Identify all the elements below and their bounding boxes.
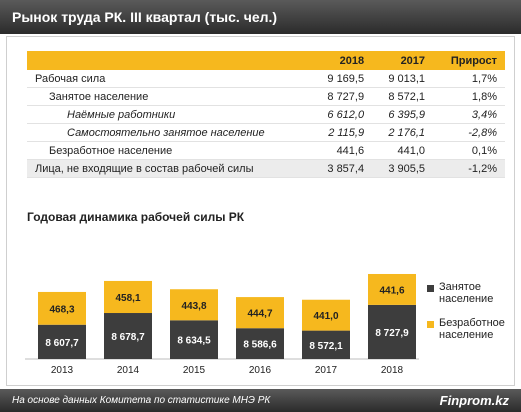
value-2018: 441,6 [311, 141, 373, 160]
legend-item-employed: Занятое население [427, 281, 513, 305]
data-label-unemployed-2015: 443,8 [181, 301, 206, 312]
legend-item-unemployed: Безработное население [427, 317, 513, 341]
growth-value: -1,2% [433, 159, 505, 178]
row-label: Занятое население [27, 87, 312, 106]
value-2017: 9 013,1 [372, 70, 434, 88]
growth-value: 3,4% [433, 105, 505, 124]
data-label-employed-2013: 8 607,7 [45, 338, 79, 349]
source-note: На основе данных Комитета по статистике … [12, 395, 271, 406]
table-row: Занятое население 8 727,9 8 572,1 1,8% [27, 87, 505, 106]
bar-employed-2017 [302, 330, 350, 359]
x-tick-label-2018: 2018 [381, 365, 404, 376]
column-header-2018: 2018 [311, 51, 373, 70]
data-label-employed-2018: 8 727,9 [375, 328, 409, 339]
page-footer: На основе данных Комитета по статистике … [0, 389, 521, 412]
column-header-2017: 2017 [372, 51, 434, 70]
growth-value: 1,8% [433, 87, 505, 106]
row-label: Лица, не входящие в состав рабочей силы [27, 159, 312, 178]
value-2017: 6 395,9 [372, 105, 434, 124]
labor-market-table: 2018 2017 Прирост Рабочая сила 9 169,5 9… [27, 51, 505, 178]
table-row: Рабочая сила 9 169,5 9 013,1 1,7% [27, 70, 505, 88]
bar-unemployed-2017 [302, 299, 350, 331]
chart-legend: Занятое население Безработное население [427, 281, 513, 353]
brand-logo: Finprom.kz [439, 393, 509, 408]
data-label-unemployed-2018: 441,6 [379, 285, 404, 296]
table-row: Лица, не входящие в состав рабочей силы … [27, 159, 505, 178]
data-label-unemployed-2014: 458,1 [115, 293, 140, 304]
value-2017: 8 572,1 [372, 87, 434, 106]
row-label: Самостоятельно занятое население [27, 123, 312, 142]
value-2018: 2 115,9 [311, 123, 373, 142]
row-label: Рабочая сила [27, 70, 312, 88]
table-row: Безработное население 441,6 441,0 0,1% [27, 141, 505, 160]
x-tick-label-2016: 2016 [249, 365, 272, 376]
growth-value: -2,8% [433, 123, 505, 142]
data-label-unemployed-2016: 444,7 [247, 309, 272, 320]
value-2017: 3 905,5 [372, 159, 434, 178]
row-label: Наёмные работники [27, 105, 312, 124]
value-2017: 2 176,1 [372, 123, 434, 142]
bar-employed-2013 [38, 324, 86, 359]
value-2018: 9 169,5 [311, 70, 373, 88]
legend-label-employed: Занятое население [439, 281, 494, 305]
stacked-bar-chart: 8 607,7 468,3 2013 8 678,7 458,1 2014 8 634,5 4… [25, 273, 419, 376]
bar-employed-2015 [170, 320, 218, 359]
column-header-label [27, 51, 312, 70]
bar-unemployed-2014 [104, 280, 152, 314]
data-label-employed-2014: 8 678,7 [111, 332, 145, 343]
legend-swatch-unemployed [427, 321, 434, 328]
growth-value: 0,1% [433, 141, 505, 160]
legend-label-unemployed: Безработное население [439, 317, 505, 341]
bar-unemployed-2013 [38, 291, 86, 325]
value-2018: 6 612,0 [311, 105, 373, 124]
table-header-row: 2018 2017 Прирост [27, 51, 505, 70]
data-label-employed-2016: 8 586,6 [243, 340, 277, 351]
content-panel: 2018 2017 Прирост Рабочая сила 9 169,5 9… [6, 36, 515, 386]
row-label: Безработное население [27, 141, 312, 160]
bar-unemployed-2018 [368, 273, 416, 305]
bar-employed-2016 [236, 328, 284, 359]
bar-unemployed-2016 [236, 297, 284, 329]
table-row: Наёмные работники 6 612,0 6 395,9 3,4% [27, 105, 505, 124]
column-header-growth: Прирост [433, 51, 505, 70]
bar-employed-2018 [368, 304, 416, 359]
value-2018: 3 857,4 [311, 159, 373, 178]
x-tick-label-2017: 2017 [315, 365, 338, 376]
bar-unemployed-2015 [170, 289, 218, 321]
page-title: Рынок труда РК. III квартал (тыс. чел.) [12, 9, 278, 25]
x-tick-label-2013: 2013 [51, 365, 74, 376]
page-header: Рынок труда РК. III квартал (тыс. чел.) [0, 0, 521, 34]
data-label-employed-2015: 8 634,5 [177, 336, 211, 347]
table-row: Самостоятельно занятое население 2 115,9… [27, 123, 505, 142]
chart-title: Годовая динамика рабочей силы РК [27, 210, 245, 224]
bar-employed-2014 [104, 313, 152, 359]
x-tick-label-2015: 2015 [183, 365, 206, 376]
data-label-employed-2017: 8 572,1 [309, 341, 343, 352]
legend-swatch-employed [427, 285, 434, 292]
value-2017: 441,0 [372, 141, 434, 160]
growth-value: 1,7% [433, 70, 505, 88]
value-2018: 8 727,9 [311, 87, 373, 106]
data-label-unemployed-2017: 441,0 [313, 311, 338, 322]
data-label-unemployed-2013: 468,3 [49, 304, 74, 315]
x-tick-label-2014: 2014 [117, 365, 140, 376]
